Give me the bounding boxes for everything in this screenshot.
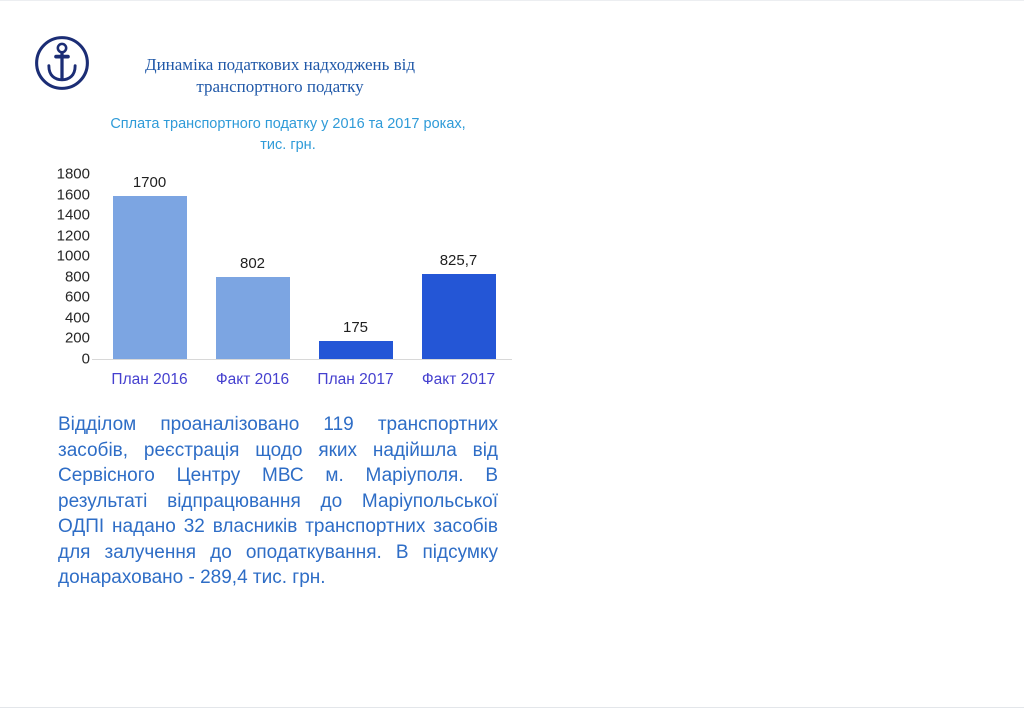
y-tick-label: 1400 [56,206,90,224]
bar-chart: 0 200 400 600 800 1000 1200 1400 1600 1800 1700 80… [50,164,512,402]
bar-value-label: 175 [342,319,369,337]
y-tick-label: 1200 [56,227,90,245]
chart-title-line2: тис. грн. [260,137,316,153]
slide-title-line1: Динаміка податкових надходжень від [144,55,416,74]
bar [318,341,393,359]
bar-slot: 825,7 [407,174,510,359]
bar-slot: 1700 [98,174,201,359]
anchor-icon [35,36,89,90]
y-tick-label: 400 [64,309,90,327]
y-tick-label: 800 [64,268,90,286]
slide-title: Динаміка податкових надходжень від транс… [108,54,452,98]
x-axis: План 2016 Факт 2016 План 2017 Факт 2017 [98,371,510,389]
slide-title-line2: транспортного податку [196,77,364,96]
bar-value-label: 825,7 [439,252,478,270]
bar-slot: 175 [304,174,407,359]
y-tick-label: 1800 [56,165,90,183]
body-paragraph: Відділом проаналізовано 119 транспортних… [58,414,498,588]
x-category-label: План 2017 [317,371,394,388]
y-tick-label: 1000 [56,247,90,265]
bar-slot: 802 [201,174,304,359]
x-category-label: План 2016 [111,371,188,388]
bar [215,276,290,359]
x-category-label: Факт 2016 [215,371,290,388]
x-category-label: Факт 2017 [421,371,496,388]
x-axis-baseline [92,359,512,360]
plot-area: 1700 802 175 825,7 [98,174,510,359]
bar [112,196,187,359]
y-tick-label: 600 [64,288,90,306]
bar-value-label: 802 [239,254,266,272]
bar-value-label: 1700 [132,174,167,191]
y-tick-label: 200 [64,329,90,347]
y-tick-label: 1600 [56,186,90,204]
chart-title: Сплата транспортного податку у 2016 та 2… [88,114,488,156]
y-tick-label: 0 [81,350,90,368]
y-axis: 0 200 400 600 800 1000 1200 1400 1600 1800 [50,166,96,368]
bar [421,274,496,359]
chart-title-line1: Сплата транспортного податку у 2016 та 2… [110,116,466,132]
logo [33,34,91,92]
